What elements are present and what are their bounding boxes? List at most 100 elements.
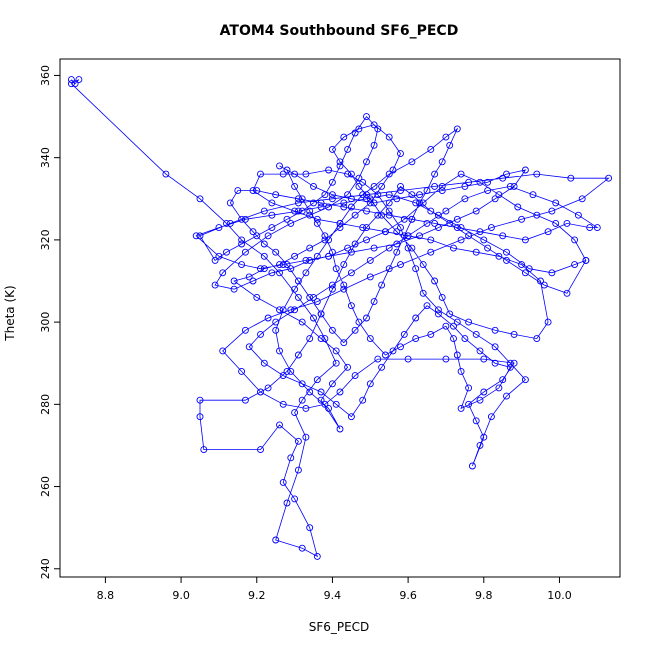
- data-point: [340, 203, 348, 211]
- data-point: [366, 335, 374, 343]
- data-point: [431, 277, 439, 285]
- data-point: [328, 145, 336, 153]
- data-point: [226, 219, 234, 227]
- data-point: [378, 182, 386, 190]
- data-point: [249, 277, 257, 285]
- data-point: [313, 215, 321, 223]
- data-point: [453, 318, 461, 326]
- data-point: [472, 248, 480, 256]
- data-point: [359, 178, 367, 186]
- data-point: [238, 215, 246, 223]
- x-axis-label: SF6_PECD: [309, 620, 370, 634]
- data-point: [446, 219, 454, 227]
- data-point: [506, 182, 514, 190]
- data-point: [287, 454, 295, 462]
- data-point: [593, 224, 601, 232]
- data-point: [363, 236, 370, 244]
- data-point: [264, 314, 272, 322]
- data-point: [495, 191, 503, 199]
- data-point: [332, 400, 340, 408]
- y-tick-label: 240: [39, 558, 52, 579]
- data-point: [317, 396, 325, 404]
- data-point: [71, 80, 79, 88]
- data-point: [328, 281, 336, 289]
- data-point: [347, 195, 355, 203]
- data-point: [412, 314, 420, 322]
- data-point: [385, 244, 393, 252]
- data-point: [363, 195, 370, 203]
- data-point: [408, 158, 416, 166]
- data-point: [465, 384, 473, 392]
- data-point: [404, 232, 412, 240]
- data-point: [431, 219, 439, 227]
- data-point: [328, 248, 336, 256]
- y-tick-label: 340: [39, 147, 52, 168]
- data-point: [514, 203, 522, 211]
- data-point: [302, 269, 310, 277]
- data-point: [548, 207, 556, 215]
- data-point: [313, 298, 321, 306]
- data-point: [340, 285, 348, 293]
- data-point: [340, 199, 348, 207]
- plot-area: 8.8 9.0 9.2 9.4 9.6 9.8 10.0 240 260 280 300 320 340…: [39, 58, 621, 602]
- data-point: [385, 207, 393, 215]
- data-point: [457, 224, 465, 232]
- data-point: [291, 306, 299, 314]
- data-point: [378, 211, 386, 219]
- data-point: [427, 330, 435, 338]
- data-point: [306, 244, 314, 252]
- data-point: [499, 174, 507, 182]
- data-point: [484, 187, 492, 195]
- data-point: [223, 219, 230, 227]
- data-point: [385, 133, 393, 141]
- data-point: [370, 244, 378, 252]
- data-point: [400, 232, 408, 240]
- data-point: [257, 330, 264, 338]
- data-point: [302, 404, 310, 412]
- data-point: [347, 413, 355, 421]
- data-point: [491, 359, 499, 367]
- data-point: [400, 215, 408, 223]
- data-point: [427, 207, 435, 215]
- data-point: [234, 187, 242, 195]
- data-point: [351, 372, 359, 380]
- x-tick-label: 8.8: [97, 589, 115, 602]
- data-point: [480, 236, 488, 244]
- data-point: [359, 191, 367, 199]
- data-point: [438, 187, 446, 195]
- data-point: [317, 203, 325, 211]
- data-point: [347, 170, 355, 178]
- data-point: [389, 166, 397, 174]
- data-point: [287, 367, 295, 375]
- data-point: [442, 355, 450, 363]
- data-point: [385, 199, 393, 207]
- data-point: [385, 170, 393, 178]
- data-point: [416, 191, 423, 199]
- data-point: [378, 363, 386, 371]
- data-point: [238, 236, 246, 244]
- data-point: [328, 178, 336, 186]
- data-point: [457, 170, 465, 178]
- data-point: [272, 191, 280, 199]
- data-point: [336, 425, 344, 433]
- data-point: [325, 404, 333, 412]
- data-point: [75, 76, 83, 84]
- data-point: [294, 277, 302, 285]
- data-point: [298, 195, 306, 203]
- data-point: [298, 396, 306, 404]
- data-point: [196, 195, 204, 203]
- data-point: [457, 404, 465, 412]
- data-point: [552, 219, 560, 227]
- data-point: [310, 293, 317, 301]
- data-point: [340, 261, 348, 269]
- data-point: [215, 224, 223, 232]
- data-point: [215, 252, 223, 260]
- data-point: [298, 318, 306, 326]
- data-point: [510, 182, 518, 190]
- data-point: [351, 211, 359, 219]
- data-point: [484, 178, 492, 186]
- data-point: [366, 195, 374, 203]
- data-point: [67, 80, 75, 88]
- data-point: [332, 265, 340, 273]
